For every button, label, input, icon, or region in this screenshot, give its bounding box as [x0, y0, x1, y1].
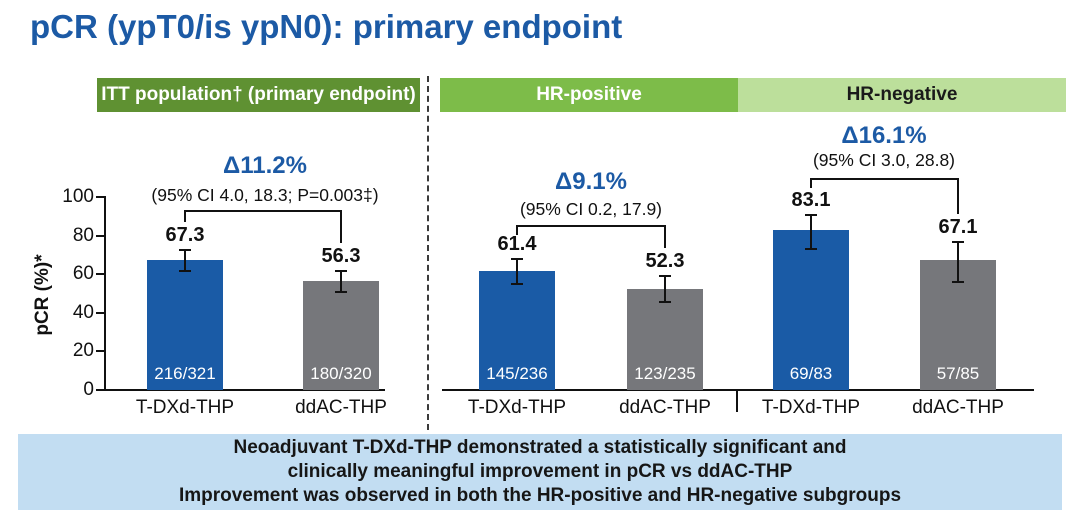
error-bar-cap-bottom — [805, 248, 817, 250]
bar-t-dxd-thp — [479, 271, 555, 390]
ci-label: (95% CI 4.0, 18.3; P=0.003‡) — [151, 185, 379, 205]
error-bar-cap-bottom — [952, 281, 964, 283]
error-bar — [340, 271, 342, 293]
y-axis-tick — [96, 389, 105, 391]
value-label: 67.3 — [165, 224, 205, 246]
value-label: 67.1 — [938, 216, 978, 238]
fraction-label: 69/83 — [789, 364, 833, 383]
error-bar-cap-bottom — [335, 291, 347, 293]
banner-line-3: Improvement was observed in both the HR-… — [178, 485, 902, 506]
banner-line-1: Neoadjuvant T-DXd-THP demonstrated a sta… — [233, 437, 847, 458]
error-bar-cap-top — [179, 249, 191, 251]
subgroup-separator-tick — [736, 390, 738, 412]
error-bar-cap-top — [805, 214, 817, 216]
y-axis-tick — [96, 350, 105, 352]
comparison-bracket-top — [810, 178, 959, 180]
y-axis-tick-label: 20 — [72, 340, 94, 361]
fraction-label: 145/236 — [486, 364, 548, 383]
comparison-bracket-top — [184, 210, 342, 212]
dashed-divider — [427, 76, 429, 430]
value-label: 52.3 — [645, 250, 685, 272]
y-axis-tick-label: 0 — [83, 379, 94, 400]
y-axis-tick-label: 80 — [72, 225, 94, 246]
ci-label: (95% CI 0.2, 17.9) — [519, 199, 663, 219]
comparison-bracket-leg — [184, 210, 186, 222]
y-axis-title: pCR (%)* — [32, 254, 53, 336]
comparison-bracket-leg — [340, 210, 342, 243]
comparison-bracket-leg — [810, 178, 812, 188]
error-bar-cap-bottom — [179, 270, 191, 272]
x-axis-label: T-DXd-THP — [135, 397, 235, 418]
y-axis-tick-label: 40 — [72, 302, 94, 323]
error-bar-cap-bottom — [511, 283, 523, 285]
error-bar-cap-top — [335, 270, 347, 272]
x-axis-label: ddAC-THP — [295, 397, 387, 418]
y-axis-tick — [96, 273, 105, 275]
fraction-label: 180/320 — [310, 364, 372, 383]
error-bar-cap-top — [952, 241, 964, 243]
subgroups-baseline — [442, 389, 1034, 391]
x-axis-label: T-DXd-THP — [467, 397, 567, 418]
banner-line-2: clinically meaningful improvement in pCR… — [287, 461, 793, 482]
error-bar-cap-top — [659, 275, 671, 277]
y-axis-line — [104, 196, 106, 391]
delta-label: Δ16.1% — [841, 122, 927, 149]
header-hr-positive: HR-positive — [440, 78, 738, 112]
conclusion-banner: Neoadjuvant T-DXd-THP demonstrated a sta… — [18, 434, 1062, 510]
delta-label: Δ9.1% — [555, 168, 627, 195]
bar-t-dxd-thp — [147, 260, 223, 390]
value-label: 61.4 — [497, 233, 537, 255]
fraction-label: 216/321 — [154, 364, 216, 383]
bar-ddac-thp — [627, 289, 703, 390]
fraction-label: 123/235 — [634, 364, 696, 383]
y-axis-tick — [96, 235, 105, 237]
comparison-bracket-leg — [516, 225, 518, 235]
error-bar-cap-bottom — [659, 301, 671, 303]
error-bar — [184, 250, 186, 270]
x-axis-label: ddAC-THP — [619, 397, 711, 418]
y-axis-tick — [96, 312, 105, 314]
y-axis-tick-label: 100 — [62, 186, 94, 207]
comparison-bracket-leg — [957, 178, 959, 214]
ci-label: (95% CI 3.0, 28.8) — [812, 150, 956, 170]
y-axis-tick — [96, 196, 105, 198]
x-axis-label: T-DXd-THP — [761, 397, 861, 418]
x-axis-label: ddAC-THP — [912, 397, 1004, 418]
fraction-label: 57/85 — [936, 364, 980, 383]
comparison-bracket-top — [516, 225, 666, 227]
y-axis-tick-label: 60 — [72, 263, 94, 284]
value-label: 56.3 — [321, 245, 361, 267]
value-label: 83.1 — [791, 189, 831, 211]
error-bar — [957, 242, 959, 282]
error-bar — [810, 215, 812, 248]
comparison-bracket-leg — [664, 225, 666, 248]
error-bar-cap-top — [511, 258, 523, 260]
error-bar — [664, 276, 666, 301]
header-hr-negative: HR-negative — [738, 78, 1066, 112]
bar-t-dxd-thp — [773, 230, 849, 390]
header-itt-population: ITT population† (primary endpoint) — [97, 78, 420, 112]
delta-label: Δ11.2% — [223, 152, 307, 179]
bar-ddac-thp — [303, 281, 379, 390]
slide-title: pCR (ypT0/is ypN0): primary endpoint — [30, 8, 623, 45]
error-bar — [516, 259, 518, 284]
itt-baseline — [104, 389, 385, 391]
